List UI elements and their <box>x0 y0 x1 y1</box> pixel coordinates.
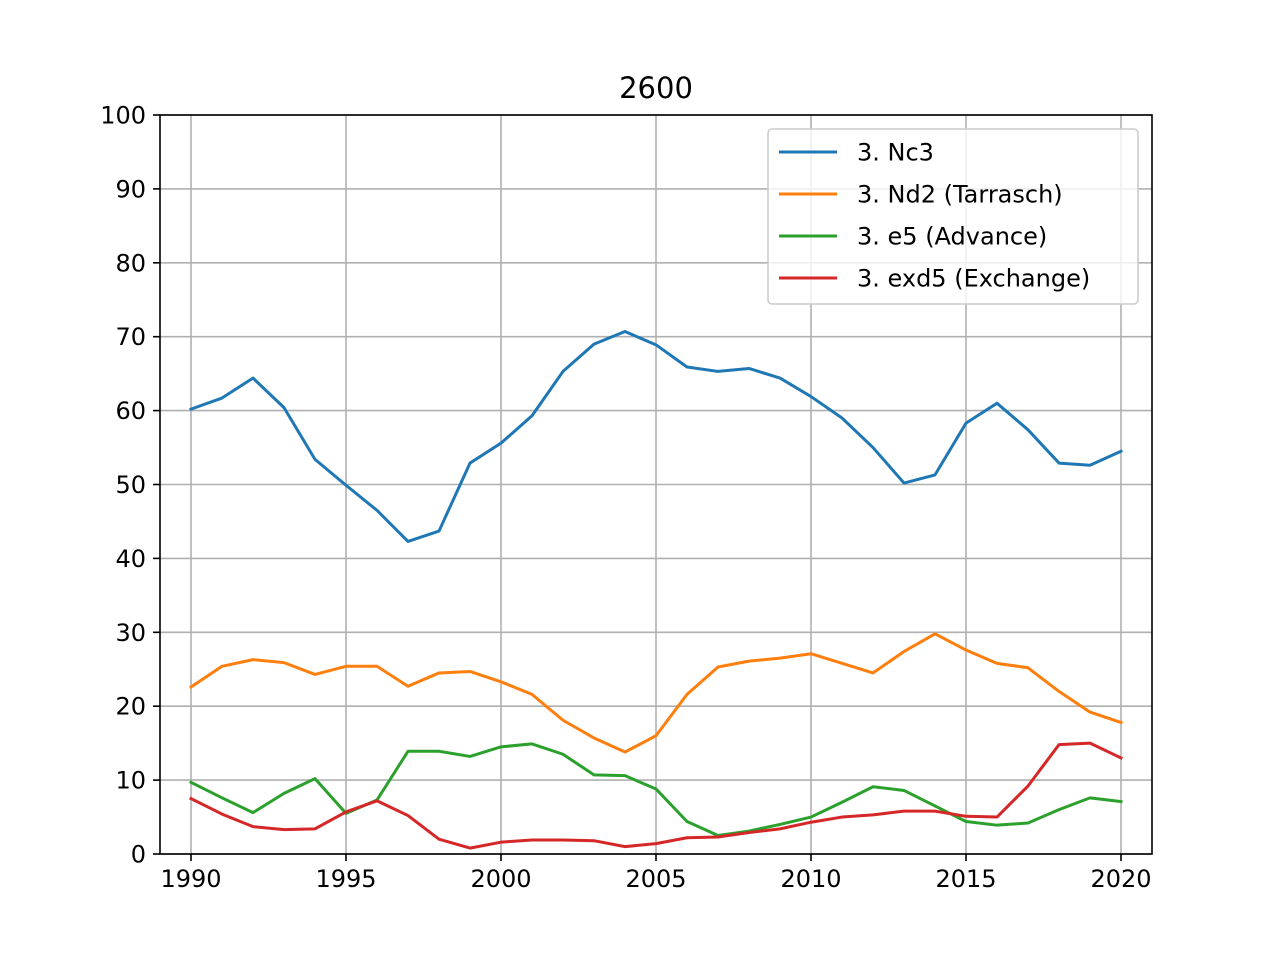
series-line-1 <box>189 330 1123 543</box>
y-tick-label: 40 <box>115 545 146 573</box>
legend-box <box>767 128 1139 305</box>
y-tick-label: 100 <box>100 102 146 130</box>
series-line-4 <box>188 741 1123 850</box>
y-tick-label: 70 <box>115 323 146 351</box>
legend-label: 3. Nc3 <box>857 139 934 167</box>
series-lines <box>188 330 1123 850</box>
x-tick-label: 1990 <box>160 865 221 893</box>
y-axis-ticks: 0 10 20 30 40 50 60 70 80 90 100 <box>100 102 160 869</box>
legend-entries: 3. Nc3 3. Nd2 (Tarrasch) 3. e5 (Advance) 3.… <box>779 139 1090 293</box>
y-tick-label: 0 <box>131 841 146 869</box>
chart-title: 2600 <box>619 71 693 105</box>
x-tick-label: 2020 <box>1090 865 1151 893</box>
x-tick-label: 2010 <box>780 865 841 893</box>
y-tick-label: 90 <box>115 175 146 203</box>
y-tick-label: 10 <box>115 767 146 795</box>
x-tick-label: 2000 <box>470 865 531 893</box>
y-tick-label: 30 <box>115 619 146 647</box>
x-axis-ticks: 1990 1995 2000 2005 2010 2015 2020 <box>160 854 1152 893</box>
legend: 3. Nc3 3. Nd2 (Tarrasch) 3. e5 (Advance) 3.… <box>767 128 1139 305</box>
y-tick-label: 80 <box>115 249 146 277</box>
legend-label: 3. e5 (Advance) <box>857 223 1047 251</box>
x-tick-label: 2005 <box>625 865 686 893</box>
legend-label: 3. Nd2 (Tarrasch) <box>857 181 1063 209</box>
legend-label: 3. exd5 (Exchange) <box>857 265 1090 293</box>
y-tick-label: 50 <box>115 471 146 499</box>
x-tick-label: 1995 <box>315 865 376 893</box>
x-tick-label: 2015 <box>935 865 996 893</box>
y-tick-label: 20 <box>115 693 146 721</box>
y-tick-label: 60 <box>115 397 146 425</box>
series-line-2 <box>188 632 1123 754</box>
